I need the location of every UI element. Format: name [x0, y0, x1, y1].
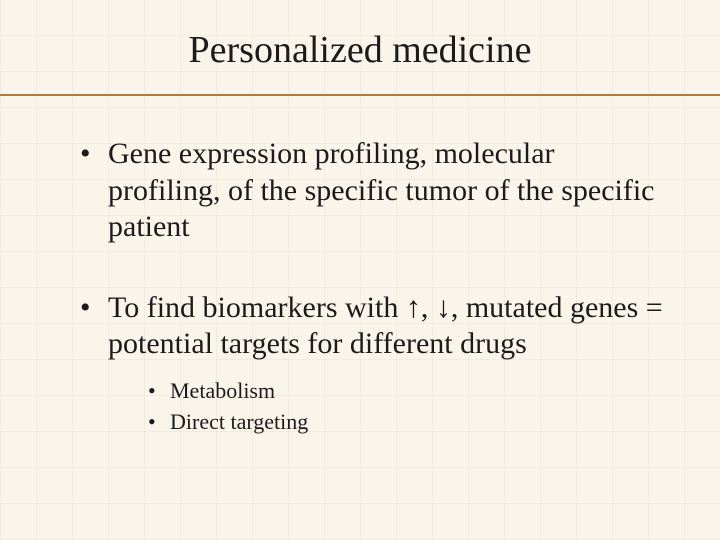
bullet-text: Metabolism	[170, 378, 275, 403]
slide-body: Gene expression profiling, molecular pro…	[0, 96, 720, 436]
list-item: To find biomarkers with ↑, ↓, mutated ge…	[80, 290, 674, 436]
bullet-text: Direct targeting	[170, 409, 308, 434]
slide-title: Personalized medicine	[0, 28, 720, 94]
slide: Personalized medicine Gene expression pr…	[0, 0, 720, 540]
list-item: Gene expression profiling, molecular pro…	[80, 136, 674, 246]
bullet-text: Gene expression profiling, molecular pro…	[108, 137, 655, 243]
sub-bullet-list: Metabolism Direct targeting	[108, 377, 674, 436]
list-item: Direct targeting	[148, 408, 674, 437]
bullet-text: To find biomarkers with ↑, ↓, mutated ge…	[108, 291, 663, 361]
list-item: Metabolism	[148, 377, 674, 406]
bullet-list: Gene expression profiling, molecular pro…	[80, 136, 674, 436]
